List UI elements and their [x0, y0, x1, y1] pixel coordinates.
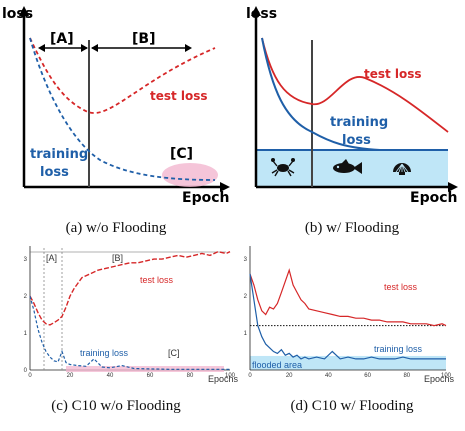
panel-c-test-loss-line — [29, 250, 231, 326]
panel-c-ticks: 0 20 40 60 80 100 0 1 2 3 — [24, 257, 236, 379]
panel-d-xlabel: Epochs — [424, 374, 455, 384]
panel-b: loss Epoch test loss training loss — [246, 6, 458, 236]
panel-c-xtick-label: 80 — [187, 373, 194, 379]
panel-a-test-loss-label: test loss — [150, 89, 208, 103]
panel-b-x-arrow — [448, 182, 458, 192]
panel-d-ytick-label: 1 — [244, 331, 248, 337]
panel-a: loss Epoch [A] [B] [C] test loss trainin… — [2, 6, 230, 236]
panel-c-region-c-label: [C] — [168, 348, 180, 358]
panel-c-region-b-label: [B] — [112, 253, 123, 263]
panel-d-training-loss-line — [249, 273, 446, 360]
panel-a-region-b-label: [B] — [132, 31, 155, 47]
panel-c-xtick-label: 60 — [147, 373, 154, 379]
panel-a-region-a-label: [A] — [50, 31, 74, 47]
panel-a-y-arrow — [19, 6, 29, 16]
panel-d-training-loss-label: training loss — [374, 344, 423, 354]
panel-c-training-loss-line — [29, 295, 230, 370]
panel-c: 0 20 40 60 80 100 0 1 2 3 [A] [B] [C] test loss t… — [24, 246, 239, 414]
panel-a-ylabel: loss — [2, 6, 33, 22]
panel-c-test-loss-label: test loss — [140, 275, 174, 285]
panel-d-ticks: 0 20 40 60 80 100 1 2 3 — [244, 257, 452, 379]
panel-a-region-b-arrowhead-left — [91, 44, 98, 52]
panel-d-test-loss-label: test loss — [384, 282, 418, 292]
panel-a-region-a-arrowhead-right — [81, 44, 88, 52]
panel-d-xtick-label: 40 — [325, 373, 332, 379]
panel-b-caption: (b) w/ Flooding — [305, 220, 400, 236]
panel-d-ytick-label: 3 — [244, 257, 248, 263]
panel-b-training-loss-line — [261, 37, 448, 151]
panel-c-xtick-label: 0 — [28, 373, 32, 379]
panel-b-test-loss-label: test loss — [364, 67, 422, 81]
panel-d-flood-band — [250, 355, 446, 370]
panel-a-test-loss-line — [29, 37, 216, 114]
crab-icon — [271, 158, 295, 177]
panel-d-caption: (d) C10 w/ Flooding — [291, 398, 414, 414]
panel-a-x-arrow — [220, 182, 230, 192]
panel-a-region-b-arrowhead-right — [185, 44, 192, 52]
panel-c-training-loss-label: training loss — [80, 348, 129, 358]
panel-c-xtick-label: 20 — [67, 373, 74, 379]
panel-c-region-c-band — [66, 366, 224, 372]
panel-d-xtick-label: 0 — [248, 373, 252, 379]
panel-c-ytick-label: 3 — [24, 257, 28, 263]
panel-a-training-loss-label-line1: training — [30, 147, 88, 162]
panel-c-region-a-label: [A] — [46, 253, 57, 263]
panel-c-ytick-label: 1 — [24, 331, 28, 337]
panel-d-flood-label: flooded area — [252, 360, 302, 370]
panel-a-training-loss-line — [29, 37, 216, 181]
panel-b-xlabel: Epoch — [410, 190, 457, 206]
panel-d-xtick-label: 80 — [403, 373, 410, 379]
panel-a-region-c-label: [C] — [170, 146, 193, 162]
panel-c-caption: (c) C10 w/o Flooding — [51, 398, 181, 414]
panel-b-ylabel: loss — [246, 6, 277, 22]
panel-d-xtick-label: 60 — [364, 373, 371, 379]
panel-c-ytick-label: 0 — [24, 368, 28, 374]
panel-b-y-arrow — [251, 6, 261, 16]
panel-b-training-loss-label-line2: loss — [342, 133, 371, 148]
panel-c-ytick-label: 2 — [24, 294, 28, 300]
panel-d-xtick-label: 20 — [286, 373, 293, 379]
panel-b-test-loss-line — [261, 37, 449, 133]
panel-d-ytick-label: 2 — [244, 294, 248, 300]
panel-b-training-loss-label-line1: training — [330, 115, 388, 130]
panel-c-xtick-label: 100 — [225, 373, 236, 379]
panel-a-region-c-highlight — [162, 163, 218, 187]
panel-a-caption: (a) w/o Flooding — [66, 220, 167, 236]
panel-c-xlabel: Epochs — [208, 374, 239, 384]
panel-a-xlabel: Epoch — [182, 190, 229, 206]
shell-icon — [393, 163, 411, 175]
fish-icon — [333, 159, 362, 174]
panel-d-test-loss-line — [249, 268, 447, 327]
panel-a-region-a-arrowhead-left — [38, 44, 45, 52]
panel-a-training-loss-label-line2: loss — [40, 165, 69, 180]
panel-d-xtick-label: 100 — [441, 373, 452, 379]
panel-c-xtick-label: 40 — [107, 373, 114, 379]
